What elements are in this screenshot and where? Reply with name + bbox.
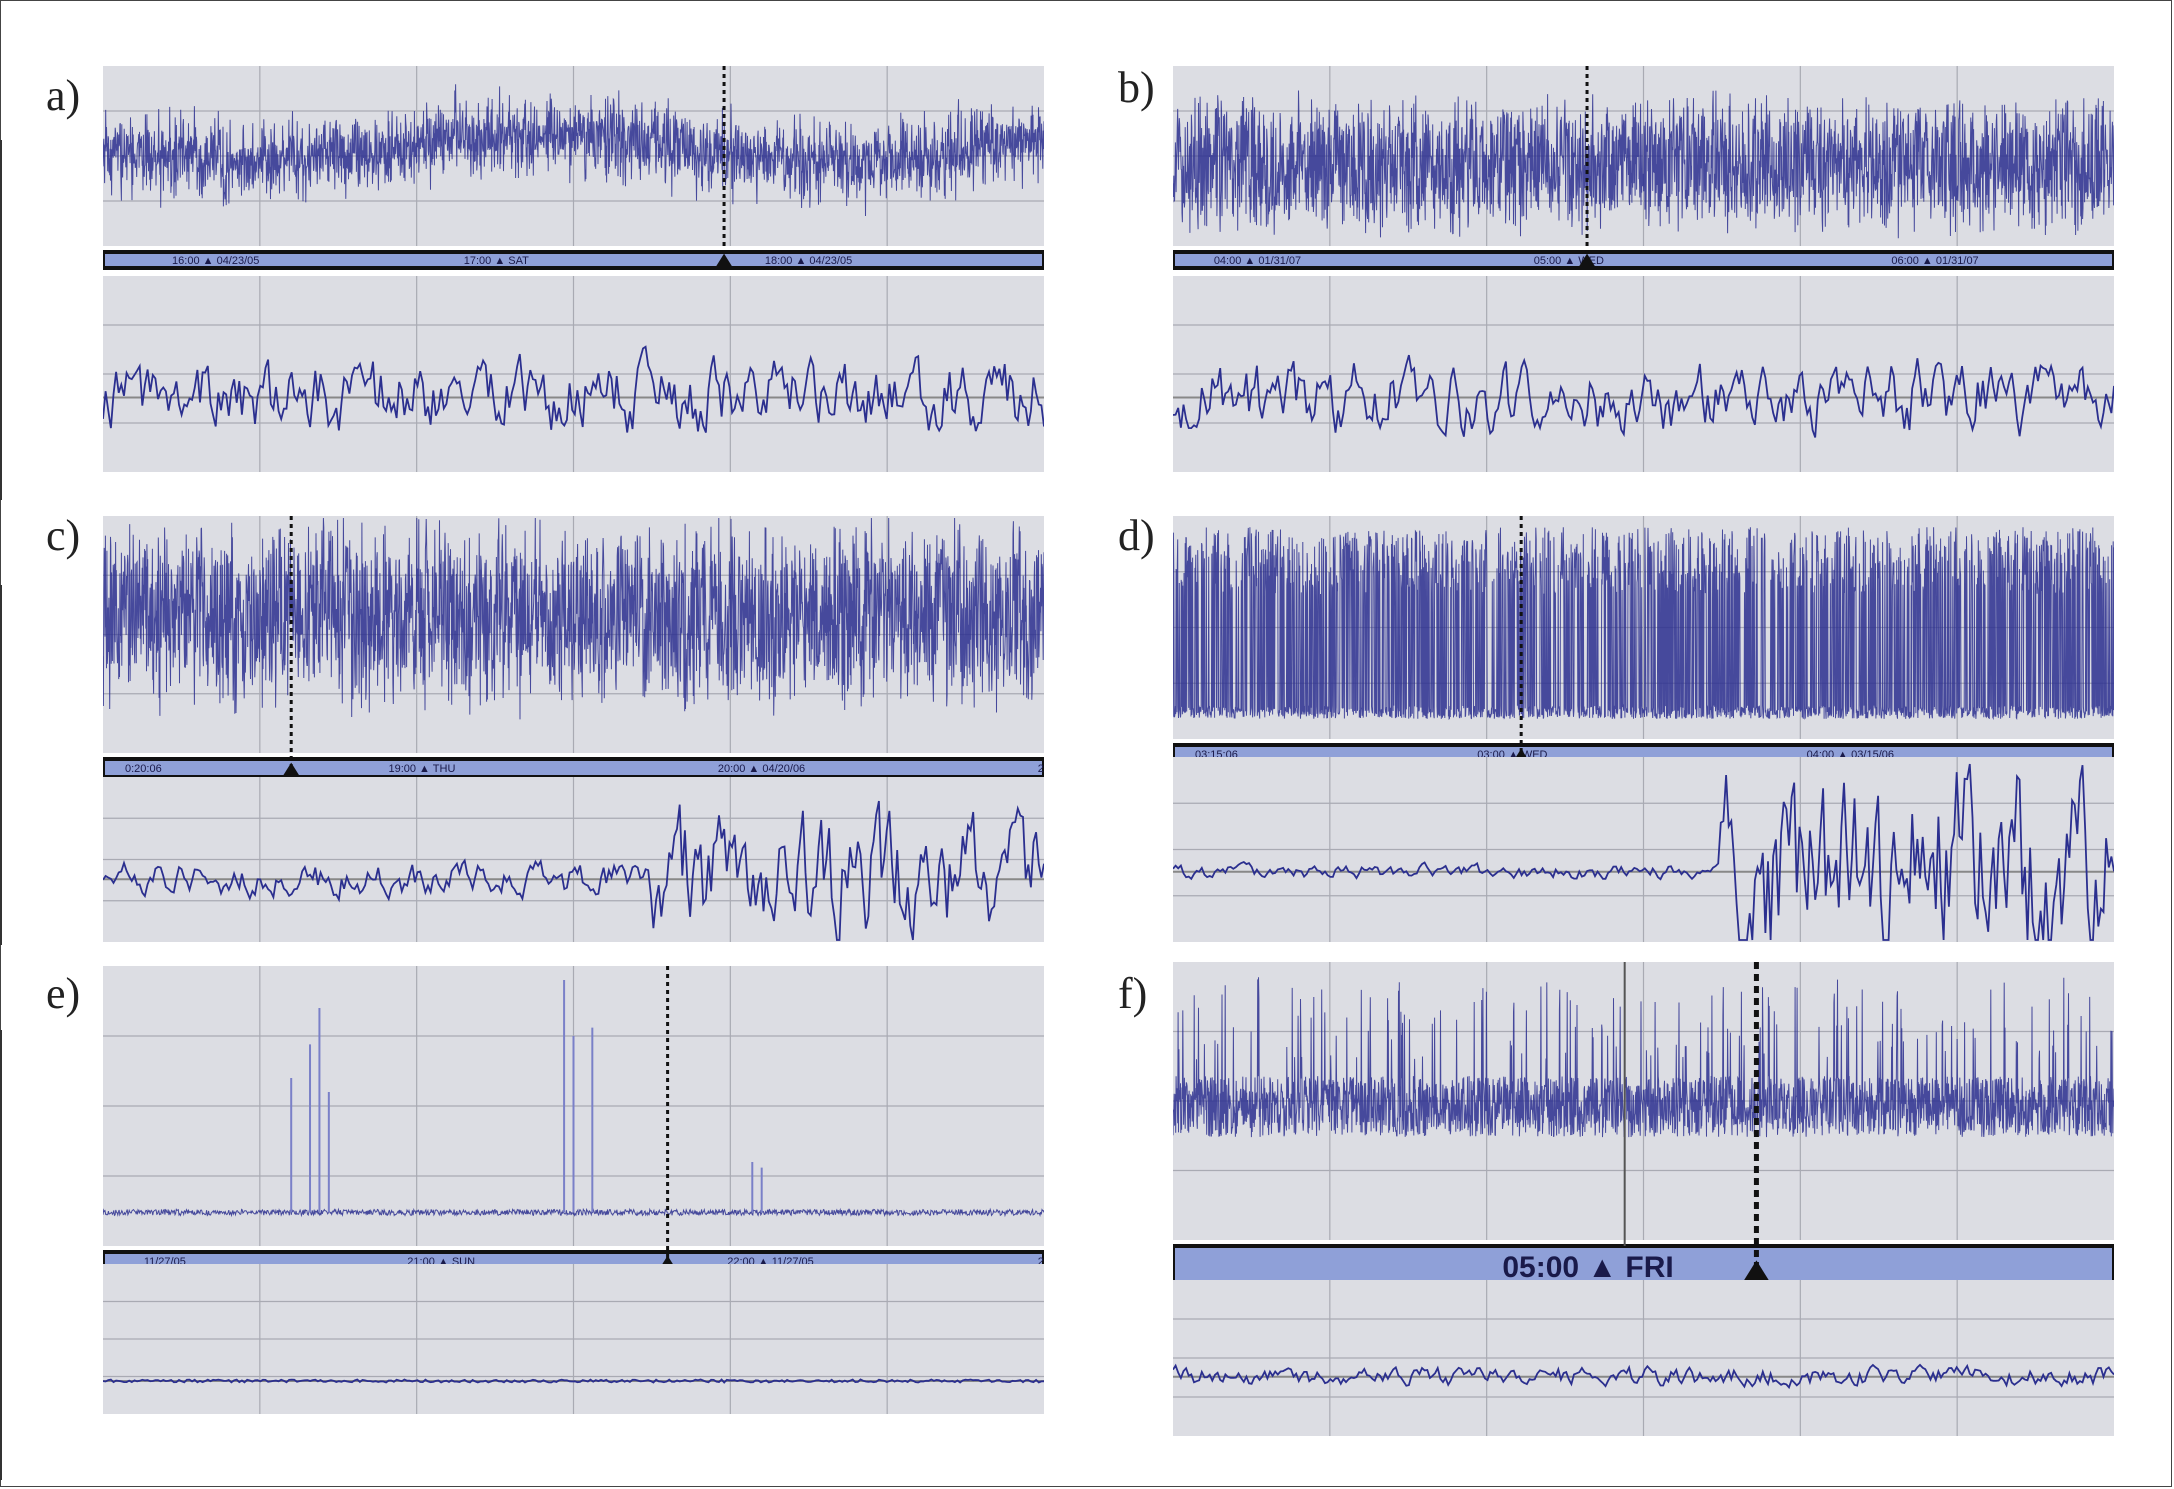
- time-axis-label: 17:00 ▲ SAT: [464, 255, 529, 267]
- left-border-mark: [0, 1030, 2, 1480]
- secondary-trace: [1173, 1363, 2114, 1390]
- time-axis-label: 19:00 ▲ THU: [388, 763, 455, 775]
- time-axis-label: 04:00 ▲ 01/31/07: [1214, 255, 1301, 267]
- panel-label-a: a): [46, 71, 81, 120]
- secondary-trace: [103, 800, 1044, 941]
- cursor-marker: [715, 253, 734, 268]
- signal-trace: [103, 1207, 1044, 1218]
- secondary-trace: [1173, 354, 2114, 438]
- time-bar: [103, 250, 1044, 270]
- panel-b: 04:00 ▲ 01/31/07 05:00 ▲ WED 06:00 ▲ 01/31…: [1173, 66, 2114, 472]
- panel-c: 0:20:06 19:00 ▲ THU 20:00 ▲ 04/20/06 21:0: [103, 516, 1044, 942]
- panel-plot: 16:00 ▲ 04/23/05 17:00 ▲ SAT 18:00 ▲ 04/23…: [103, 66, 1044, 472]
- signal-trace: [103, 517, 1044, 720]
- panel-label-e: e): [46, 969, 81, 1018]
- signal-trace: [103, 84, 1044, 217]
- secondary-trace: [103, 1378, 1044, 1384]
- signal-trace: [1173, 527, 2114, 721]
- time-bar: [1173, 250, 2114, 270]
- panel-label-c: c): [46, 511, 81, 560]
- time-axis-label: 0:20:06: [125, 763, 162, 775]
- secondary-trace: [103, 345, 1044, 433]
- cursor-marker: [282, 762, 301, 777]
- panel-a: 16:00 ▲ 04/23/05 17:00 ▲ SAT 18:00 ▲ 04/23…: [103, 66, 1044, 472]
- panel-label-f: f): [1118, 969, 1148, 1018]
- panel-plot: 05:00 ▲ FRI: [1173, 962, 2114, 1436]
- left-border-mark: [0, 585, 2, 945]
- panel-plot: 0:20:06 19:00 ▲ THU 20:00 ▲ 04/20/06 21:0: [103, 516, 1044, 942]
- time-axis-label: 23:0: [1038, 1256, 1044, 1268]
- time-bar: [1173, 1244, 2114, 1288]
- cursor-marker: [1740, 1260, 1773, 1286]
- time-bar: [103, 757, 1044, 779]
- time-axis-label: 05:00 ▲ FRI: [1502, 1251, 1673, 1284]
- panel-plot: 04:00 ▲ 01/31/07 05:00 ▲ WED 06:00 ▲ 01/31…: [1173, 66, 2114, 472]
- panel-f: 05:00 ▲ FRI: [1173, 962, 2114, 1436]
- time-axis-label: 18:00 ▲ 04/23/05: [765, 255, 852, 267]
- panel-label-b: b): [1118, 63, 1155, 112]
- signal-trace: [1173, 977, 2114, 1138]
- time-axis-label: 06:00 ▲ 01/31/07: [1891, 255, 1978, 267]
- panel-d: 03:15:06 03:00 ▲ WED 04:00 ▲ 03/15/06: [1173, 516, 2114, 942]
- panel-plot: 03:15:06 03:00 ▲ WED 04:00 ▲ 03/15/06: [1173, 516, 2114, 942]
- panel-label-d: d): [1118, 511, 1155, 560]
- secondary-trace: [1173, 763, 2114, 941]
- left-border-mark: [0, 140, 2, 500]
- time-axis-label: 21:0: [1038, 763, 1044, 775]
- cursor-marker: [1578, 253, 1597, 268]
- signal-trace: [1173, 90, 2114, 239]
- time-axis-label: 20:00 ▲ 04/20/06: [718, 763, 805, 775]
- time-axis-label: 16:00 ▲ 04/23/05: [172, 255, 259, 267]
